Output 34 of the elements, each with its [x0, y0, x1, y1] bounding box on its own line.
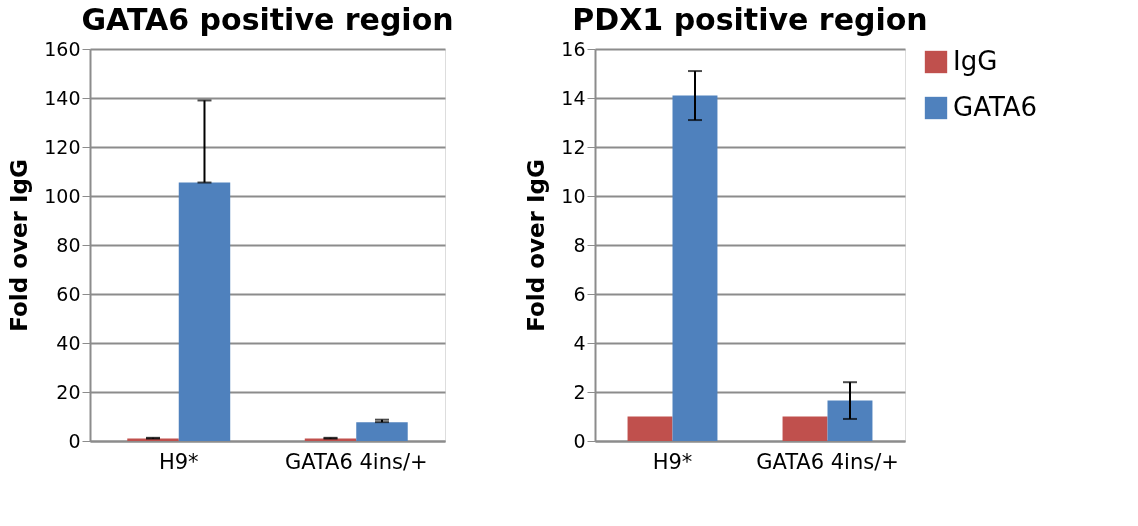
y-tick-label: 80	[56, 233, 81, 256]
y-tick-label: 20	[56, 380, 81, 403]
chart-title: PDX1 positive region	[572, 2, 928, 37]
y-tick-label: 0	[573, 429, 586, 452]
legend-label: GATA6	[953, 92, 1038, 122]
x-tick-label: H9*	[652, 449, 693, 474]
y-tick-label: 12	[561, 135, 586, 158]
y-tick-label: 0	[68, 429, 81, 452]
y-tick-label: 40	[56, 331, 81, 354]
bar	[782, 416, 828, 441]
x-tick-label: GATA6 4ins/+	[284, 449, 428, 474]
bar	[827, 400, 873, 441]
legend-label: IgG	[953, 46, 998, 76]
bar	[672, 95, 718, 441]
y-tick-label: 14	[561, 86, 586, 109]
y-tick-label: 2	[573, 380, 586, 403]
y-tick-label: 10	[561, 184, 586, 207]
y-tick-label: 4	[573, 331, 586, 354]
chart-title: GATA6 positive region	[81, 2, 454, 37]
y-tick-label: 8	[573, 233, 586, 256]
x-tick-label: GATA6 4ins/+	[756, 449, 899, 474]
y-tick-label: 120	[44, 135, 81, 158]
bar	[356, 422, 408, 441]
y-axis-title: Fold over IgG	[523, 159, 550, 332]
bar	[178, 182, 231, 441]
bar	[627, 416, 673, 441]
x-tick-label: H9*	[158, 449, 199, 474]
y-tick-label: 160	[44, 37, 81, 60]
y-tick-label: 140	[44, 86, 81, 109]
y-tick-label: 6	[573, 282, 586, 305]
y-tick-label: 16	[561, 37, 586, 60]
y-tick-label: 100	[44, 184, 81, 207]
y-axis-title: Fold over IgG	[6, 159, 33, 332]
y-tick-label: 60	[56, 282, 81, 305]
